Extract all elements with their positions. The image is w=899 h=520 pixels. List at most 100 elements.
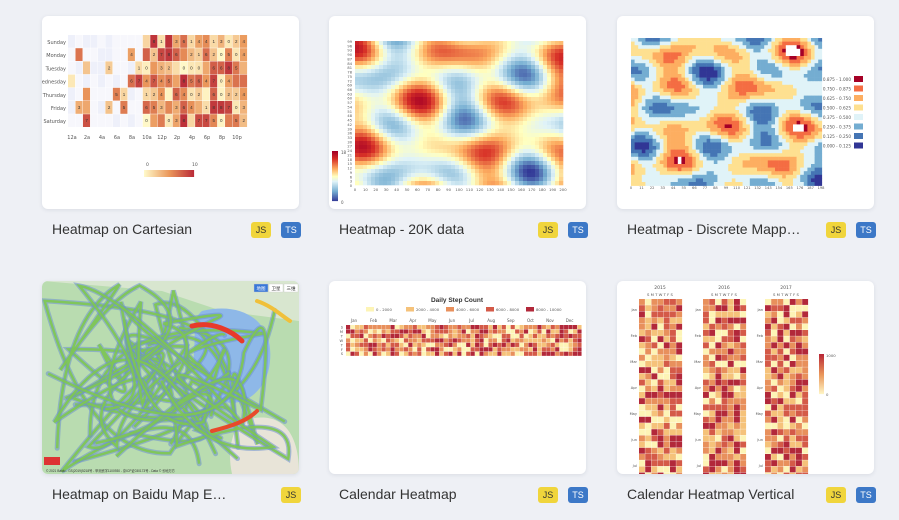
calendar-cell <box>506 325 511 330</box>
heatmap-cell <box>407 129 412 134</box>
heatmap-cell <box>551 117 556 122</box>
heatmap-cell <box>172 35 180 48</box>
card-title[interactable]: Heatmap on Cartesian <box>52 221 193 237</box>
heatmap-cell <box>724 135 729 140</box>
js-badge[interactable]: JS <box>281 487 301 503</box>
heatmap-cell <box>778 120 783 125</box>
ts-badge[interactable]: TS <box>856 222 876 238</box>
card-title[interactable]: Calendar Heatmap <box>339 486 457 502</box>
heatmap-cell <box>710 128 715 132</box>
heatmap-cell <box>710 48 715 53</box>
heatmap-cell <box>753 135 758 140</box>
js-badge[interactable]: JS <box>538 487 558 503</box>
heatmap-cell <box>451 121 456 126</box>
x-tick-label: 33 <box>660 186 665 190</box>
heatmap-cell <box>728 92 733 96</box>
heatmap-cell <box>359 93 364 98</box>
heatmap-cell <box>645 156 650 161</box>
heatmap-cell <box>793 84 797 89</box>
heatmap-cell <box>803 70 808 75</box>
heatmap-cell <box>439 161 444 166</box>
heatmap-cell <box>475 89 480 94</box>
heatmap-cell <box>423 133 428 138</box>
cell-label: 8 <box>220 105 223 110</box>
ts-badge[interactable]: TS <box>568 487 588 503</box>
heatmap-cell <box>663 56 668 60</box>
heatmap-cell <box>749 174 754 179</box>
heatmap-cell <box>523 149 528 154</box>
heatmap-cell <box>681 59 686 64</box>
heatmap-cell <box>735 149 740 154</box>
heatmap-cell <box>503 85 508 90</box>
heatmap-cell <box>728 56 733 60</box>
heatmap-cell <box>419 125 424 130</box>
heatmap-cell <box>419 181 424 186</box>
js-badge[interactable]: JS <box>251 222 271 238</box>
heatmap-cell <box>753 120 758 125</box>
heatmap-cell <box>760 45 765 50</box>
heatmap-cell <box>692 77 697 82</box>
legend-bar <box>169 170 171 177</box>
ts-badge[interactable]: TS <box>281 222 301 238</box>
js-badge[interactable]: JS <box>826 222 846 238</box>
heatmap-cell <box>818 117 823 122</box>
thumbnail-calendar-heatmap-vertical[interactable]: 2015 S M T W T F S Jan Feb Mar Apr May Jun Jul 20… <box>617 281 874 474</box>
heatmap-cell <box>97 101 105 114</box>
y-tick-label: 6 <box>350 175 353 179</box>
calendar-cell <box>350 347 355 352</box>
heatmap-cell <box>757 182 761 186</box>
thumbnail-heatmap-discrete[interactable]: 0.875 - 1.000 0.750 - 0.875 0.625 - 0.750 0… <box>617 16 874 209</box>
heatmap-cell <box>771 138 776 143</box>
heatmap-cell <box>375 101 380 106</box>
heatmap-cell <box>645 63 650 68</box>
heatmap-cell <box>753 95 758 100</box>
heatmap-cell <box>753 84 758 89</box>
heatmap-cell <box>367 53 372 58</box>
calendar-cell <box>443 333 449 339</box>
heatmap-cell <box>641 38 646 42</box>
heatmap-cell <box>399 181 404 186</box>
heatmap-cell <box>523 113 528 118</box>
heatmap-cell <box>459 181 464 186</box>
heatmap-cell <box>649 178 653 183</box>
heatmap-cell <box>699 77 704 82</box>
heatmap-cell <box>710 74 715 78</box>
heatmap-cell <box>483 161 488 166</box>
js-badge[interactable]: JS <box>538 222 558 238</box>
heatmap-cell <box>559 57 564 62</box>
heatmap-cell <box>641 182 646 186</box>
heatmap-cell <box>407 65 412 70</box>
heatmap-cell <box>785 167 790 172</box>
heatmap-cell <box>120 114 128 127</box>
ts-badge[interactable]: TS <box>568 222 588 238</box>
card-title[interactable]: Heatmap on Baidu Map Exten… <box>52 486 232 502</box>
heatmap-cell <box>631 48 635 53</box>
heatmap-cell <box>487 157 492 162</box>
thumbnail-calendar-heatmap[interactable]: Daily Step Count 0 - 2000 2000 - 4000 4000 … <box>329 281 586 474</box>
card-title[interactable]: Heatmap - 20K data <box>339 221 465 237</box>
heatmap-cell <box>165 74 173 88</box>
heatmap-cell <box>355 125 360 130</box>
heatmap-cell <box>814 117 819 122</box>
thumbnail-heatmap-baidu[interactable]: 地图 卫星 三维 © 2021 Baidu - GS(2019)5218号 - 甲测资… <box>42 281 299 474</box>
heatmap-cell <box>419 117 424 122</box>
cell-label: 6 <box>175 52 178 57</box>
heatmap-cell <box>789 164 794 168</box>
heatmap-cell <box>767 164 772 168</box>
heatmap-cell <box>90 35 98 48</box>
heatmap-cell <box>721 164 725 168</box>
heatmap-cell <box>407 125 412 130</box>
heatmap-cell <box>764 178 769 183</box>
card-title[interactable]: Heatmap - Discrete Mapp… <box>627 221 801 237</box>
heatmap-cell <box>543 137 548 142</box>
cell-label: 5 <box>190 79 193 84</box>
thumbnail-heatmap-20k[interactable]: 99 96 93 90 87 84 81 78 75 72 69 66 63 60 57 54 51 48 45 42… <box>329 16 586 209</box>
heatmap-cell <box>731 84 736 89</box>
thumbnail-heatmap-cartesian[interactable]: SundayMondayTuesdayWednesdayThursdayFrid… <box>42 16 299 209</box>
heatmap-cell <box>383 65 388 70</box>
heatmap-cell <box>559 137 564 142</box>
heatmap-cell <box>419 105 424 110</box>
heatmap-cell <box>681 167 686 172</box>
heatmap-cell <box>535 177 540 182</box>
heatmap-cell <box>439 125 444 130</box>
